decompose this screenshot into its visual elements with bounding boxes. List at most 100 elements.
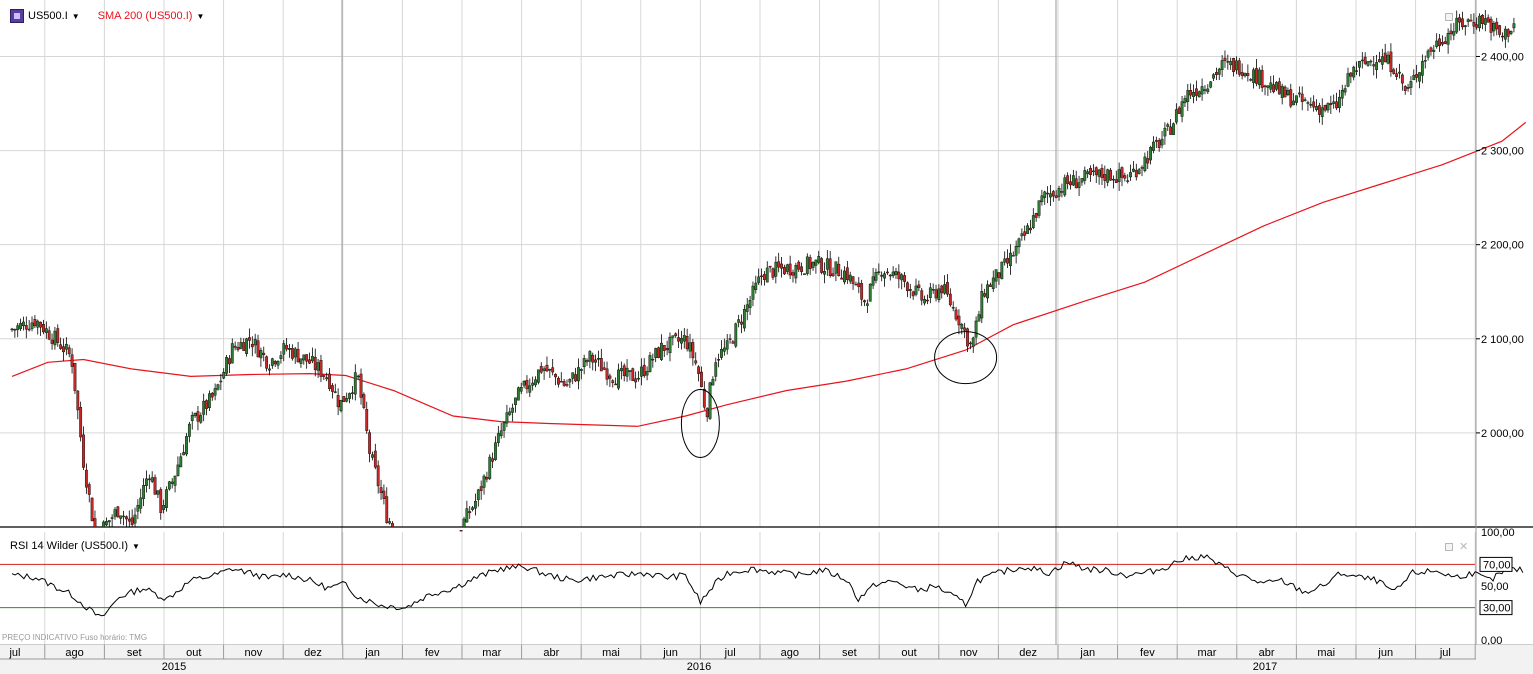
candle-up [1106, 169, 1110, 183]
candle [783, 264, 786, 275]
maximize-icon[interactable] [1445, 13, 1453, 21]
candle [1269, 76, 1273, 93]
candle-up [110, 517, 114, 519]
candle [256, 334, 260, 358]
sma-label[interactable]: SMA 200 (US500.I) [97, 10, 193, 22]
candle-layer[interactable] [10, 9, 1516, 532]
candle [588, 350, 592, 369]
candle-down [968, 342, 972, 345]
candle-down [373, 450, 377, 468]
candle-up [722, 347, 726, 352]
candle [1134, 163, 1138, 181]
candle [903, 272, 906, 288]
candle-down [1100, 167, 1104, 178]
candle-down [1154, 140, 1158, 142]
candle-down [857, 282, 861, 288]
candle-down [1429, 47, 1433, 52]
candle [250, 336, 254, 357]
candle [391, 521, 394, 528]
candle [1406, 83, 1410, 92]
candle [316, 358, 320, 378]
candle-up [1423, 60, 1427, 62]
candle [1189, 83, 1193, 99]
candle [1380, 48, 1384, 70]
candle [668, 332, 672, 362]
candle-up [193, 413, 197, 417]
dropdown-caret-icon[interactable]: ▼ [71, 11, 80, 21]
candle-up [239, 342, 243, 349]
candle [136, 499, 140, 520]
candle-down [845, 267, 849, 280]
candle-up [302, 354, 306, 361]
candle-up [1160, 138, 1164, 146]
candle [617, 363, 620, 391]
candle-down [851, 276, 855, 284]
candle-down [76, 390, 80, 411]
candle [1275, 81, 1278, 92]
candle-up [1409, 81, 1413, 88]
candle-down [62, 346, 65, 353]
candle [1360, 52, 1364, 69]
candle-down [1335, 101, 1338, 109]
candle [908, 284, 912, 299]
candle [888, 273, 892, 281]
candle-down [831, 273, 835, 277]
year-label: 2015 [162, 661, 186, 673]
candle-down [1458, 17, 1461, 23]
candle [1237, 57, 1241, 77]
candle-down [1046, 192, 1050, 195]
maximize-icon[interactable] [1445, 543, 1453, 551]
candle [1229, 57, 1233, 70]
close-icon[interactable]: ✕ [1459, 541, 1469, 553]
candle-up [1014, 245, 1018, 256]
candle-down [808, 257, 812, 270]
candle-up [960, 324, 964, 329]
rsi-level-label: 30,00 [1483, 603, 1511, 615]
candle-down [1443, 41, 1447, 44]
candle-down [93, 518, 97, 528]
candle-up [165, 489, 168, 508]
candle-down [84, 469, 88, 488]
symbol-label[interactable]: US500.I [28, 10, 68, 22]
candle [285, 337, 289, 352]
candle-up [276, 360, 280, 366]
dropdown-caret-icon[interactable]: ▼ [196, 11, 205, 21]
candle-up [908, 289, 912, 291]
month-label: mai [602, 647, 620, 659]
candle-down [797, 261, 801, 270]
candle [1260, 65, 1264, 92]
rsi-label[interactable]: RSI 14 Wilder (US500.I) [10, 540, 128, 552]
candle [1252, 67, 1255, 89]
candle-up [774, 261, 778, 277]
candle [1355, 61, 1358, 76]
symbol-icon[interactable] [10, 9, 24, 23]
candle-down [1069, 181, 1072, 186]
candle-up [150, 477, 154, 482]
candle [1466, 18, 1470, 27]
candle [1506, 28, 1510, 43]
candle [1069, 174, 1072, 190]
candle [971, 336, 975, 353]
candle [654, 347, 658, 363]
candle [107, 520, 111, 527]
sma-layer [11, 121, 1527, 427]
candle [22, 316, 25, 331]
candle-down [622, 365, 626, 377]
candle-down [1355, 70, 1358, 72]
price-tick-label: 2 300,00 [1481, 146, 1524, 158]
candle [920, 287, 924, 306]
candle [1011, 251, 1015, 257]
month-label: dez [1019, 647, 1037, 659]
dropdown-caret-icon[interactable]: ▼ [131, 541, 140, 551]
candle [1120, 166, 1124, 187]
candle [213, 383, 217, 401]
candle [30, 316, 34, 332]
candle [1409, 76, 1413, 96]
candle-up [1080, 178, 1084, 183]
candle-up [619, 368, 623, 372]
candle [1386, 51, 1390, 65]
candle [210, 391, 214, 401]
candle-up [519, 387, 523, 392]
candle [946, 274, 949, 297]
